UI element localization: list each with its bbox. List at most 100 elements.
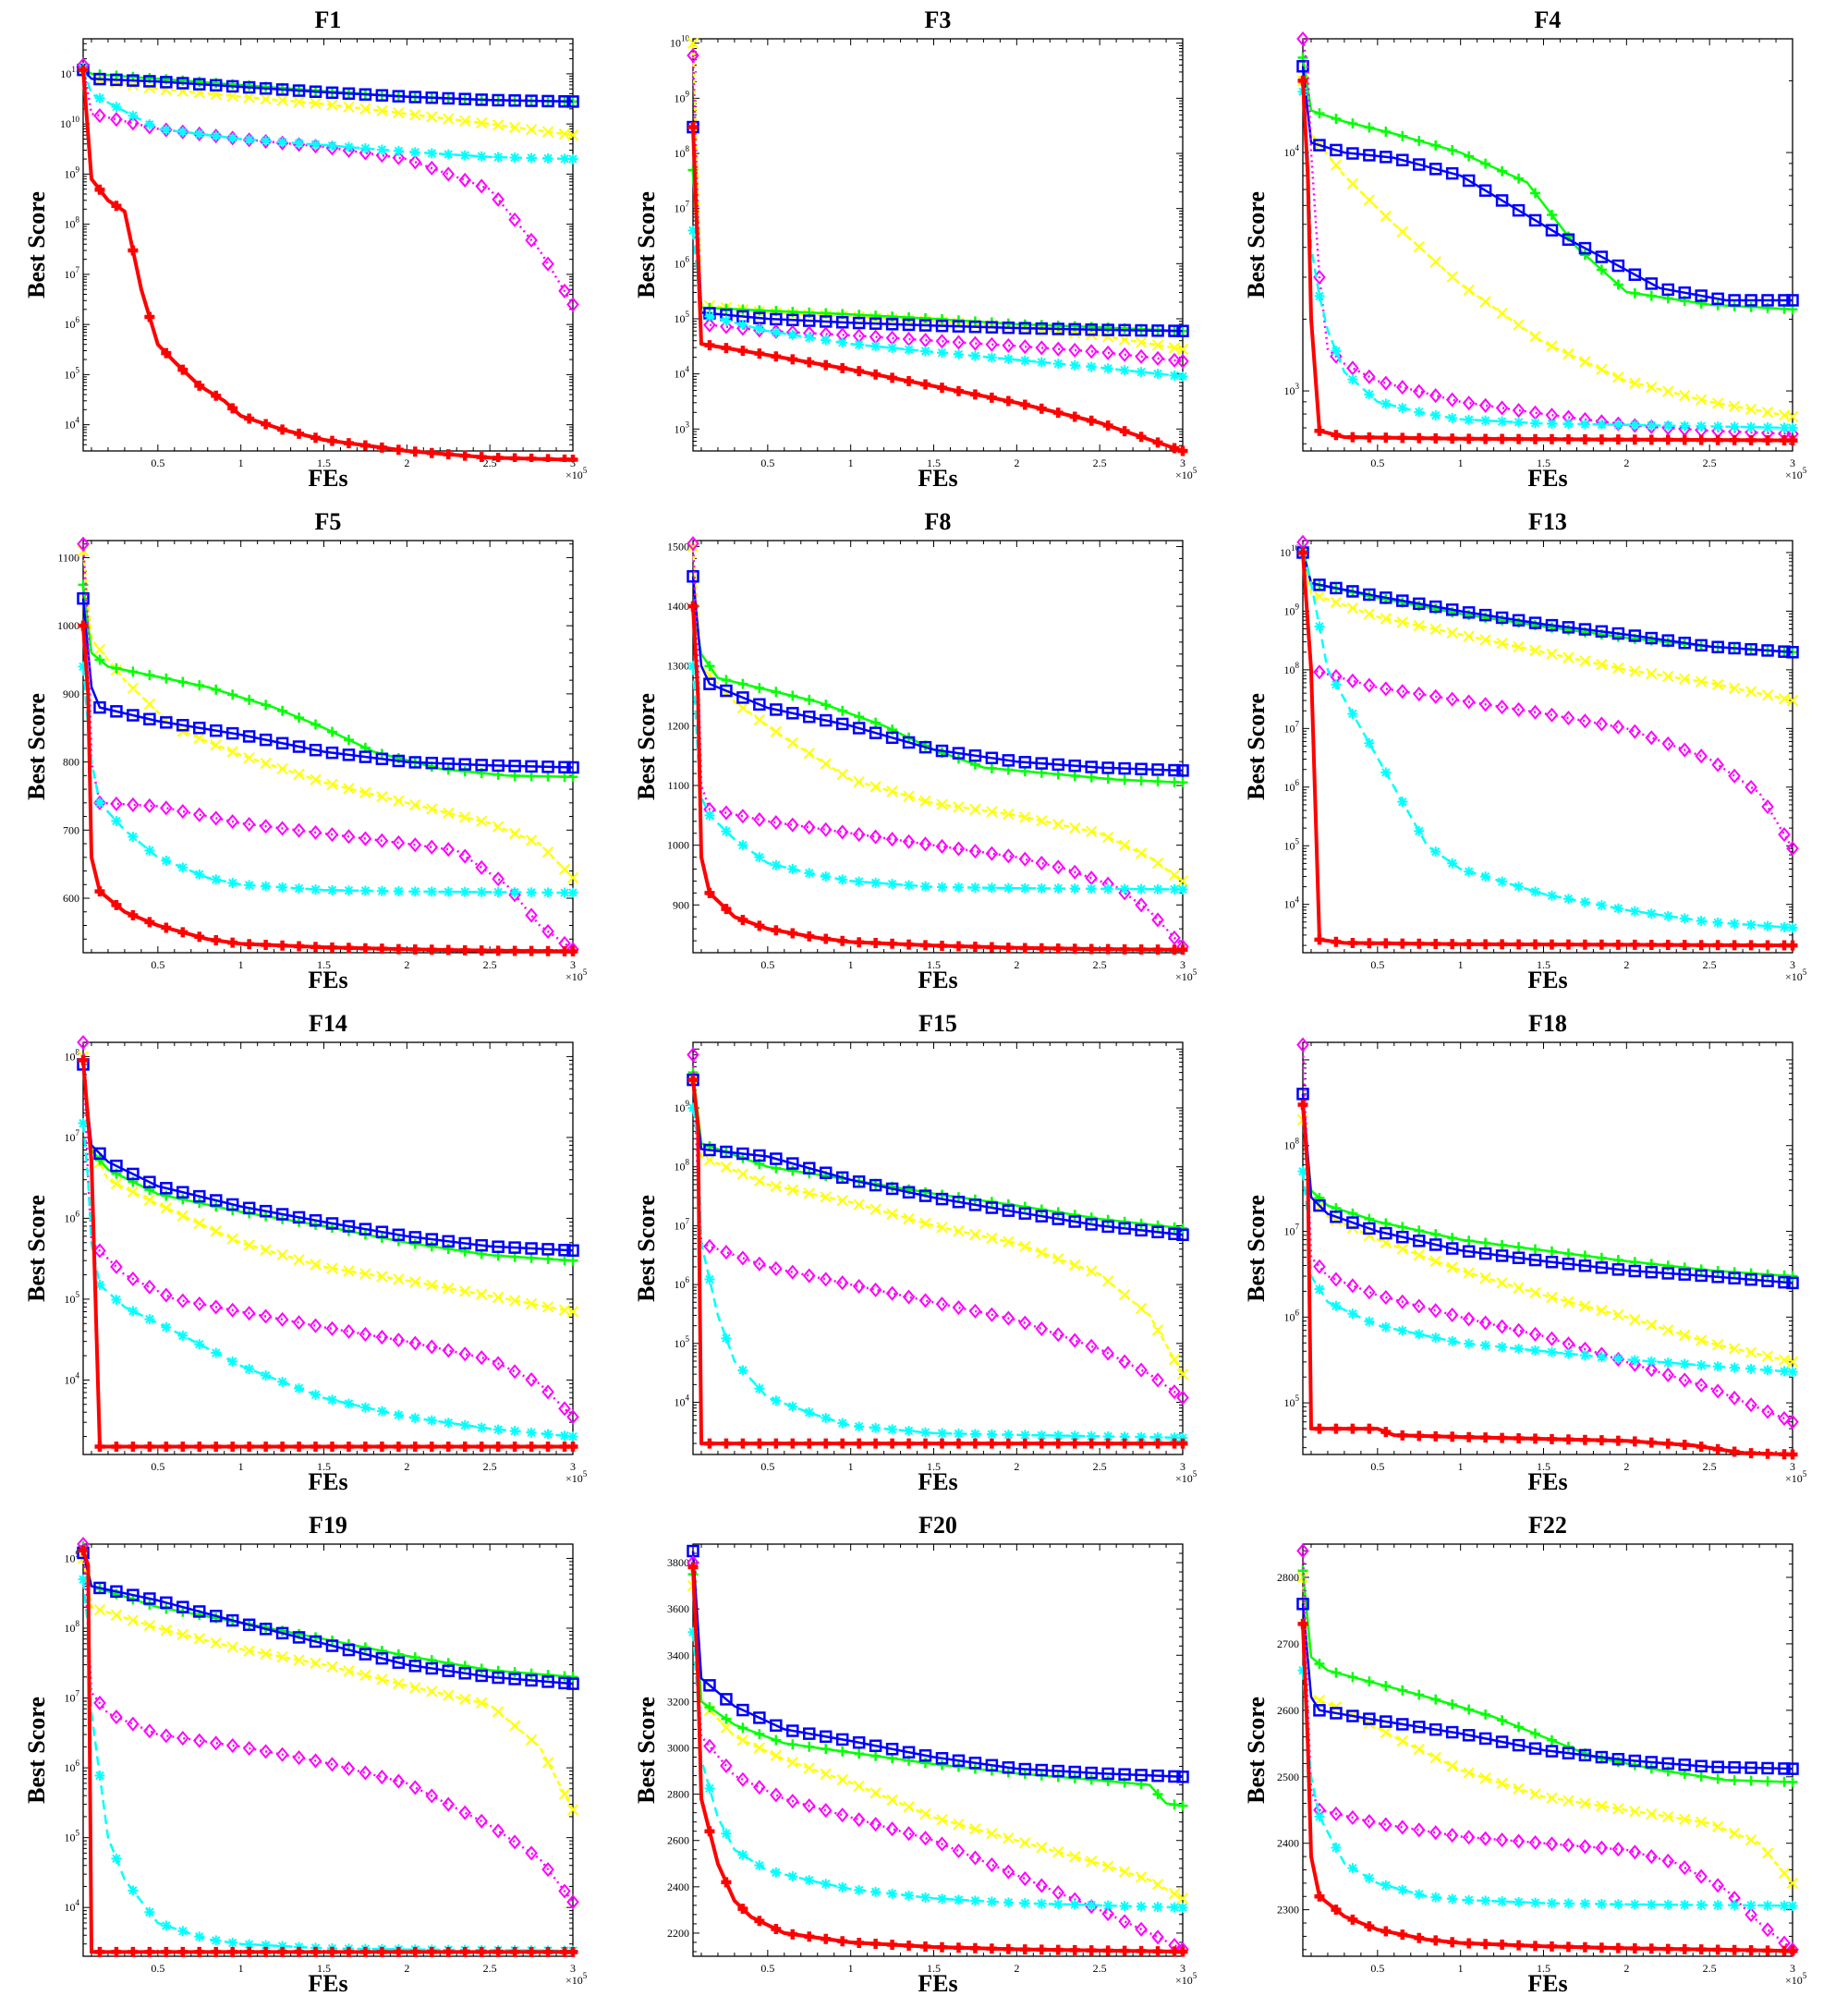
- data-point-red: [310, 1442, 322, 1453]
- data-point-cyan: [1787, 922, 1798, 933]
- data-point-magenta: [1761, 1404, 1774, 1419]
- series-blue: [687, 1073, 1189, 1242]
- y-tick-label: 800: [63, 756, 79, 769]
- data-point-red: [887, 938, 898, 949]
- data-point-green: [1546, 210, 1557, 221]
- data-point-cyan: [1380, 767, 1392, 778]
- data-point-yellow: [1579, 1300, 1591, 1312]
- data-point-yellow: [1479, 634, 1491, 646]
- data-point-magenta: [1035, 1878, 1049, 1893]
- data-point-blue: [952, 1195, 966, 1209]
- data-point-yellow: [541, 126, 554, 138]
- data-point-cyan: [1036, 1898, 1047, 1909]
- data-point-magenta: [541, 1862, 554, 1878]
- data-point-yellow: [903, 790, 915, 802]
- data-point-blue: [1429, 1722, 1442, 1736]
- data-point-blue: [1661, 634, 1675, 647]
- data-point-yellow: [1003, 808, 1015, 821]
- data-point-magenta: [93, 1695, 106, 1710]
- data-point-red: [870, 369, 881, 380]
- data-point-magenta: [935, 1836, 949, 1852]
- data-point-yellow: [326, 99, 338, 111]
- data-point-yellow: [110, 1177, 123, 1190]
- data-point-yellow: [820, 1768, 832, 1780]
- data-point-red: [920, 1941, 931, 1952]
- data-point-cyan: [904, 880, 915, 891]
- data-point-magenta: [475, 859, 488, 875]
- data-point-red: [111, 899, 122, 910]
- data-point-blue: [525, 760, 538, 773]
- data-point-cyan: [1447, 1893, 1458, 1905]
- data-point-blue: [1478, 608, 1492, 622]
- y-tick-label: 900: [673, 898, 689, 911]
- data-point-red: [1169, 443, 1180, 454]
- data-point-green: [1036, 1204, 1047, 1215]
- series-line-cyan: [1301, 552, 1793, 930]
- data-point-cyan: [1787, 1367, 1798, 1378]
- x-tick-label: 1: [848, 958, 854, 971]
- data-point-cyan: [1530, 1345, 1541, 1356]
- data-point-yellow: [541, 1301, 554, 1313]
- data-point-red: [393, 1442, 404, 1453]
- data-point-green: [1380, 126, 1392, 137]
- data-point-magenta: [869, 1817, 882, 1832]
- data-point-green: [1480, 158, 1491, 169]
- series-magenta: [1296, 534, 1799, 857]
- data-point-green: [1397, 130, 1408, 141]
- data-point-yellow: [110, 1609, 123, 1621]
- data-point-blue: [1313, 139, 1326, 152]
- data-point-red: [1696, 1441, 1707, 1452]
- data-point-cyan: [1102, 363, 1113, 374]
- data-point-magenta: [968, 1850, 982, 1866]
- data-point-yellow: [1346, 177, 1359, 190]
- data-point-blue: [753, 1711, 766, 1724]
- data-point-blue: [968, 1757, 982, 1770]
- data-point-yellow: [226, 1641, 238, 1653]
- data-point-red: [409, 1442, 420, 1453]
- data-point-red: [1086, 1438, 1097, 1449]
- x-tick-label: 2: [1014, 1460, 1019, 1473]
- series-line-green: [81, 1060, 574, 1262]
- data-point-cyan: [459, 1419, 470, 1430]
- data-point-magenta: [1786, 841, 1799, 857]
- data-point-cyan: [1102, 1430, 1113, 1442]
- data-point-yellow: [1761, 689, 1774, 701]
- data-point-red: [1102, 1945, 1113, 1956]
- data-point-cyan: [704, 310, 715, 322]
- data-point-blue: [1101, 761, 1114, 774]
- data-point-blue: [1462, 1729, 1476, 1742]
- data-point-green: [310, 719, 322, 730]
- data-point-yellow: [953, 801, 965, 813]
- data-point-yellow: [1778, 1354, 1791, 1367]
- data-point-red: [953, 385, 964, 396]
- data-point-blue: [869, 1739, 882, 1752]
- data-point-red: [1036, 403, 1047, 414]
- y-tick-label: 1010: [670, 34, 690, 50]
- data-point-green: [526, 771, 537, 782]
- data-point-green: [837, 1746, 848, 1757]
- series-blue: [687, 570, 1189, 777]
- data-point-magenta: [342, 1760, 356, 1776]
- data-point-green: [1745, 1268, 1757, 1279]
- data-point-green: [177, 676, 188, 688]
- data-point-blue: [1429, 163, 1442, 176]
- data-point-magenta: [852, 826, 866, 843]
- data-point-yellow: [1679, 1813, 1691, 1826]
- data-point-magenta: [541, 1384, 554, 1400]
- y-axis-label: Best Score: [1243, 191, 1270, 298]
- data-point-yellow: [1135, 1302, 1148, 1315]
- y-tick-label: 2300: [1277, 1904, 1299, 1917]
- data-point-yellow: [359, 1268, 371, 1280]
- data-point-magenta: [1168, 352, 1181, 368]
- data-point-blue: [1002, 754, 1015, 767]
- data-point-blue: [1611, 1263, 1625, 1276]
- data-point-red: [687, 1075, 699, 1086]
- data-point-green: [1546, 1734, 1557, 1746]
- y-tick-label: 107: [65, 265, 80, 281]
- data-point-green: [1414, 1689, 1425, 1700]
- data-point-blue: [1645, 1756, 1659, 1769]
- data-point-blue: [902, 1186, 916, 1199]
- data-point-magenta: [242, 132, 256, 148]
- data-point-blue: [1396, 1230, 1409, 1244]
- data-point-blue: [1595, 1261, 1609, 1274]
